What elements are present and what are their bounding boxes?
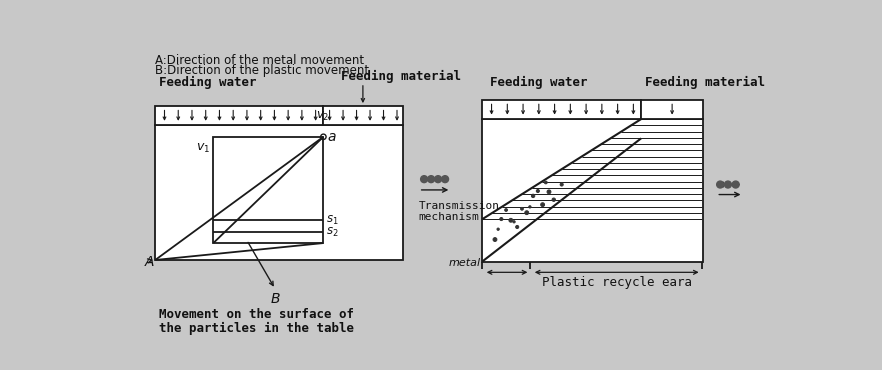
Circle shape <box>732 181 739 188</box>
Bar <box>482 100 641 119</box>
Circle shape <box>497 228 499 231</box>
Text: Feeding material: Feeding material <box>341 70 461 83</box>
Bar <box>155 125 403 260</box>
Text: $v_1$: $v_1$ <box>197 142 211 155</box>
Circle shape <box>516 225 519 229</box>
Circle shape <box>724 181 731 188</box>
Circle shape <box>435 176 442 183</box>
Bar <box>641 100 703 119</box>
Circle shape <box>541 203 544 206</box>
Text: Movement on the surface of: Movement on the surface of <box>159 308 354 321</box>
Circle shape <box>509 218 512 222</box>
Text: A:Direction of the metal movement: A:Direction of the metal movement <box>155 54 364 67</box>
Circle shape <box>512 221 515 223</box>
Circle shape <box>536 189 540 192</box>
Text: Feeding material: Feeding material <box>645 76 765 89</box>
Text: the particles in the table: the particles in the table <box>159 322 354 335</box>
Text: $s_1$: $s_1$ <box>326 213 339 226</box>
Text: metal: metal <box>449 259 481 269</box>
Text: $v_2$: $v_2$ <box>316 110 329 123</box>
Bar <box>482 119 703 262</box>
Circle shape <box>717 181 723 188</box>
Circle shape <box>500 218 503 221</box>
Text: Plastic recycle eara: Plastic recycle eara <box>542 276 691 289</box>
Text: $a$: $a$ <box>327 130 337 144</box>
Text: $s_2$: $s_2$ <box>326 226 339 239</box>
Bar <box>155 106 324 125</box>
Circle shape <box>428 176 435 183</box>
Circle shape <box>493 238 497 242</box>
Text: B:Direction of the plastic movement: B:Direction of the plastic movement <box>155 64 370 77</box>
Text: Transmission
mechanism: Transmission mechanism <box>419 201 500 222</box>
Circle shape <box>421 176 428 183</box>
Circle shape <box>520 208 523 210</box>
Circle shape <box>547 190 551 194</box>
Text: Feeding water: Feeding water <box>159 76 257 89</box>
Circle shape <box>525 211 528 215</box>
Circle shape <box>505 209 507 211</box>
Text: $B$: $B$ <box>270 292 280 306</box>
Text: Feeding water: Feeding water <box>490 76 587 89</box>
Circle shape <box>544 181 547 184</box>
Circle shape <box>531 194 534 198</box>
Bar <box>324 106 403 125</box>
Bar <box>213 137 324 243</box>
Text: $A$: $A$ <box>145 255 155 269</box>
Circle shape <box>528 206 531 208</box>
Circle shape <box>560 183 564 186</box>
Circle shape <box>552 198 556 201</box>
Circle shape <box>442 176 449 183</box>
